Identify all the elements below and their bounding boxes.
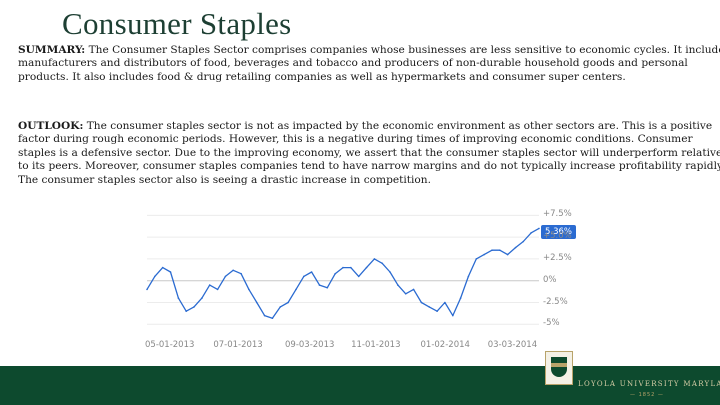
outlook-line-4: to its peers. Moreover, consumer staples… [18,160,720,173]
data-point [295,288,297,291]
data-point [161,266,164,269]
data-point [381,262,383,265]
outlook-line-5: The consumer staples sector also is seei… [18,173,431,186]
data-point [224,275,227,278]
data-point [467,275,470,278]
data-point [263,314,266,317]
current-value-badge: 5.36% [541,225,577,239]
summary-paragraph: SUMMARY: The Consumer Staples Sector com… [18,44,720,84]
y-tick-label: 0% [543,274,557,285]
data-point [146,288,148,291]
data-point [452,314,454,317]
data-point [169,271,172,273]
data-point [201,297,203,299]
outlook-line-2: factor during rough economic periods. Ho… [18,133,693,146]
data-point [334,272,336,275]
data-point [436,310,438,312]
data-point [404,293,407,295]
data-point [271,317,274,319]
y-tick-label: +5.0% [543,231,572,242]
data-point [420,301,423,304]
y-tick-label: +7.5% [543,209,572,220]
data-point [193,306,195,308]
data-point [365,266,368,269]
data-point [389,271,391,273]
data-point [506,253,509,256]
data-point [318,284,321,286]
chart-canvas [146,214,540,325]
data-point [216,288,219,291]
data-point [357,275,360,278]
footer-bar [0,366,720,405]
data-point [279,306,282,308]
outlook-paragraph: OUTLOOK: The consumer staples sector is … [18,120,720,187]
data-point [483,253,485,256]
summary-line-3: products. It also includes food & drug r… [18,70,626,83]
data-point [240,272,242,275]
data-point [459,297,462,299]
y-tick-label: -2.5% [543,296,568,307]
data-point [310,271,313,273]
data-point [287,301,289,304]
x-tick-label: 11-01-2013 [351,340,401,350]
x-tick-label: 05-01-2013 [145,340,195,350]
summary-label: SUMMARY: [18,44,86,56]
slide-title: Consumer Staples [62,6,292,41]
data-point [373,258,376,260]
data-point [491,249,493,251]
y-tick-label: +2.5% [543,252,572,263]
seal-shield [551,357,567,377]
series-line [146,227,540,319]
data-point [342,266,344,269]
y-tick-label: -5% [543,318,560,329]
outlook-label: OUTLOOK: [18,120,84,132]
data-point [475,258,478,260]
data-point [530,232,532,234]
data-point [208,284,211,286]
summary-line-2: manufacturers and distributors of food, … [18,57,688,70]
data-point [412,288,415,291]
data-point [303,275,305,278]
x-tick-label: 09-03-2013 [285,340,335,350]
seal-band [551,363,567,367]
x-tick-label: 07-01-2013 [213,340,263,350]
data-point [444,301,446,304]
data-point [248,288,250,291]
data-point [499,249,501,251]
data-point [232,269,234,272]
data-point [538,227,540,230]
university-seal-logo [545,351,573,385]
data-point [256,301,258,304]
sector-performance-chart: 5.36% +7.5% +5.0% +2.5% 0% -2.5% -5% 05-01-201… [143,207,583,355]
university-name: LOYOLA UNIVERSITY MARYLAND [578,380,720,388]
summary-line-1: The Consumer Staples Sector comprises co… [85,44,720,56]
x-tick-label: 01-02-2014 [420,340,470,350]
data-point [522,240,525,243]
data-point [177,297,180,299]
data-point [326,286,329,289]
x-tick-label: 03-03-2014 [487,340,538,350]
data-point [428,306,431,308]
data-point [514,246,517,249]
data-point [185,310,187,312]
founded-year: — 1852 — [630,392,664,398]
outlook-line-3: staples is a defensive sector. Due to th… [18,146,720,159]
data-point [350,266,352,269]
data-point [154,275,156,278]
data-point [397,284,399,286]
outlook-line-1: The consumer staples sector is not as im… [83,120,713,132]
